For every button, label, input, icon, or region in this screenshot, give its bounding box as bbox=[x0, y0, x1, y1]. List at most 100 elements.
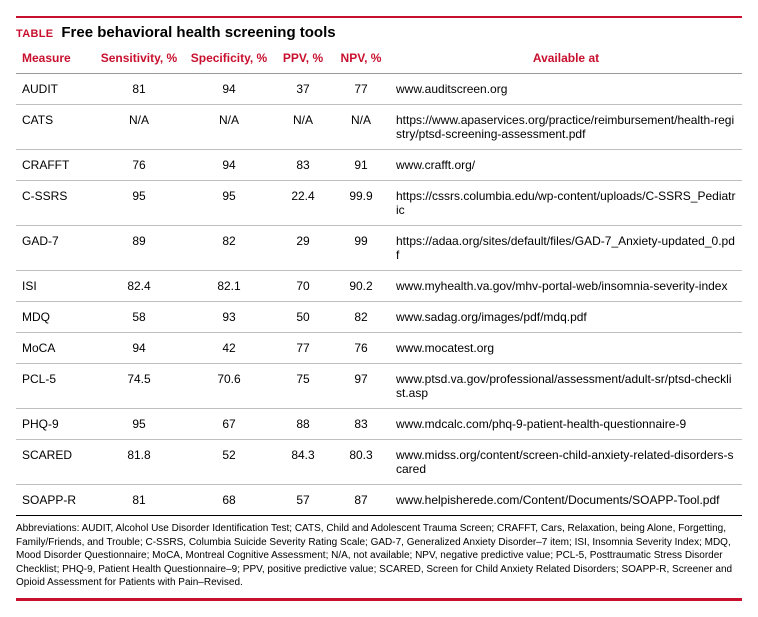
npv-cell: 99 bbox=[332, 226, 390, 271]
npv-cell: 83 bbox=[332, 409, 390, 440]
bottom-rule bbox=[16, 598, 742, 601]
url-cell: www.crafft.org/ bbox=[390, 150, 742, 181]
sens-cell: 76 bbox=[94, 150, 184, 181]
sens-cell: N/A bbox=[94, 105, 184, 150]
npv-cell: 87 bbox=[332, 485, 390, 516]
ppv-cell: 77 bbox=[274, 333, 332, 364]
table-container: TABLE Free behavioral health screening t… bbox=[16, 16, 742, 601]
top-rule bbox=[16, 16, 742, 18]
table-header-row: MeasureSensitivity, %Specificity, %PPV, … bbox=[16, 45, 742, 74]
column-header: Available at bbox=[390, 45, 742, 74]
ppv-cell: N/A bbox=[274, 105, 332, 150]
table-row: MoCA94427776www.mocatest.org bbox=[16, 333, 742, 364]
measure-cell: CATS bbox=[16, 105, 94, 150]
url-cell: www.ptsd.va.gov/professional/assessment/… bbox=[390, 364, 742, 409]
table-row: PHQ-995678883www.mdcalc.com/phq-9-patien… bbox=[16, 409, 742, 440]
table-row: PCL-574.570.67597www.ptsd.va.gov/profess… bbox=[16, 364, 742, 409]
table-row: SCARED81.85284.380.3www.midss.org/conten… bbox=[16, 440, 742, 485]
table-row: SOAPP-R81685787www.helpisherede.com/Cont… bbox=[16, 485, 742, 516]
measure-cell: GAD-7 bbox=[16, 226, 94, 271]
ppv-cell: 88 bbox=[274, 409, 332, 440]
npv-cell: 76 bbox=[332, 333, 390, 364]
ppv-cell: 84.3 bbox=[274, 440, 332, 485]
sens-cell: 95 bbox=[94, 409, 184, 440]
spec-cell: 94 bbox=[184, 150, 274, 181]
spec-cell: N/A bbox=[184, 105, 274, 150]
ppv-cell: 37 bbox=[274, 74, 332, 105]
measure-cell: SCARED bbox=[16, 440, 94, 485]
column-header: Measure bbox=[16, 45, 94, 74]
url-cell: www.myhealth.va.gov/mhv-portal-web/insom… bbox=[390, 271, 742, 302]
sens-cell: 82.4 bbox=[94, 271, 184, 302]
url-cell: www.mocatest.org bbox=[390, 333, 742, 364]
measure-cell: MoCA bbox=[16, 333, 94, 364]
url-cell: https://adaa.org/sites/default/files/GAD… bbox=[390, 226, 742, 271]
column-header: Specificity, % bbox=[184, 45, 274, 74]
spec-cell: 70.6 bbox=[184, 364, 274, 409]
table-row: AUDIT81943777www.auditscreen.org bbox=[16, 74, 742, 105]
measure-cell: AUDIT bbox=[16, 74, 94, 105]
ppv-cell: 70 bbox=[274, 271, 332, 302]
table-row: C-SSRS959522.499.9https://cssrs.columbia… bbox=[16, 181, 742, 226]
ppv-cell: 22.4 bbox=[274, 181, 332, 226]
npv-cell: 99.9 bbox=[332, 181, 390, 226]
spec-cell: 68 bbox=[184, 485, 274, 516]
table-row: ISI82.482.17090.2www.myhealth.va.gov/mhv… bbox=[16, 271, 742, 302]
npv-cell: 97 bbox=[332, 364, 390, 409]
sens-cell: 94 bbox=[94, 333, 184, 364]
column-header: NPV, % bbox=[332, 45, 390, 74]
spec-cell: 94 bbox=[184, 74, 274, 105]
column-header: Sensitivity, % bbox=[94, 45, 184, 74]
sens-cell: 81.8 bbox=[94, 440, 184, 485]
spec-cell: 42 bbox=[184, 333, 274, 364]
ppv-cell: 57 bbox=[274, 485, 332, 516]
sens-cell: 81 bbox=[94, 485, 184, 516]
sens-cell: 89 bbox=[94, 226, 184, 271]
table-row: CRAFFT76948391www.crafft.org/ bbox=[16, 150, 742, 181]
ppv-cell: 50 bbox=[274, 302, 332, 333]
measure-cell: PCL-5 bbox=[16, 364, 94, 409]
spec-cell: 67 bbox=[184, 409, 274, 440]
npv-cell: 90.2 bbox=[332, 271, 390, 302]
caption-title: Free behavioral health screening tools bbox=[61, 24, 335, 41]
table-caption: TABLE Free behavioral health screening t… bbox=[16, 24, 742, 41]
table-body: AUDIT81943777www.auditscreen.orgCATSN/AN… bbox=[16, 74, 742, 516]
sens-cell: 74.5 bbox=[94, 364, 184, 409]
caption-kicker: TABLE bbox=[16, 28, 53, 40]
spec-cell: 93 bbox=[184, 302, 274, 333]
table-row: GAD-789822999https://adaa.org/sites/defa… bbox=[16, 226, 742, 271]
url-cell: www.sadag.org/images/pdf/mdq.pdf bbox=[390, 302, 742, 333]
spec-cell: 52 bbox=[184, 440, 274, 485]
measure-cell: PHQ-9 bbox=[16, 409, 94, 440]
url-cell: www.auditscreen.org bbox=[390, 74, 742, 105]
ppv-cell: 75 bbox=[274, 364, 332, 409]
measure-cell: CRAFFT bbox=[16, 150, 94, 181]
url-cell: www.midss.org/content/screen-child-anxie… bbox=[390, 440, 742, 485]
measure-cell: SOAPP-R bbox=[16, 485, 94, 516]
spec-cell: 82 bbox=[184, 226, 274, 271]
table-row: MDQ58935082www.sadag.org/images/pdf/mdq.… bbox=[16, 302, 742, 333]
ppv-cell: 83 bbox=[274, 150, 332, 181]
table-row: CATSN/AN/AN/AN/Ahttps://www.apaservices.… bbox=[16, 105, 742, 150]
npv-cell: 91 bbox=[332, 150, 390, 181]
url-cell: https://www.apaservices.org/practice/rei… bbox=[390, 105, 742, 150]
measure-cell: MDQ bbox=[16, 302, 94, 333]
url-cell: www.helpisherede.com/Content/Documents/S… bbox=[390, 485, 742, 516]
sens-cell: 81 bbox=[94, 74, 184, 105]
screening-tools-table: MeasureSensitivity, %Specificity, %PPV, … bbox=[16, 45, 742, 516]
spec-cell: 95 bbox=[184, 181, 274, 226]
url-cell: https://cssrs.columbia.edu/wp-content/up… bbox=[390, 181, 742, 226]
npv-cell: 77 bbox=[332, 74, 390, 105]
sens-cell: 58 bbox=[94, 302, 184, 333]
npv-cell: N/A bbox=[332, 105, 390, 150]
spec-cell: 82.1 bbox=[184, 271, 274, 302]
npv-cell: 80.3 bbox=[332, 440, 390, 485]
abbreviations-footnote: Abbreviations: AUDIT, Alcohol Use Disord… bbox=[16, 516, 742, 598]
sens-cell: 95 bbox=[94, 181, 184, 226]
url-cell: www.mdcalc.com/phq-9-patient-health-ques… bbox=[390, 409, 742, 440]
measure-cell: ISI bbox=[16, 271, 94, 302]
ppv-cell: 29 bbox=[274, 226, 332, 271]
npv-cell: 82 bbox=[332, 302, 390, 333]
column-header: PPV, % bbox=[274, 45, 332, 74]
measure-cell: C-SSRS bbox=[16, 181, 94, 226]
